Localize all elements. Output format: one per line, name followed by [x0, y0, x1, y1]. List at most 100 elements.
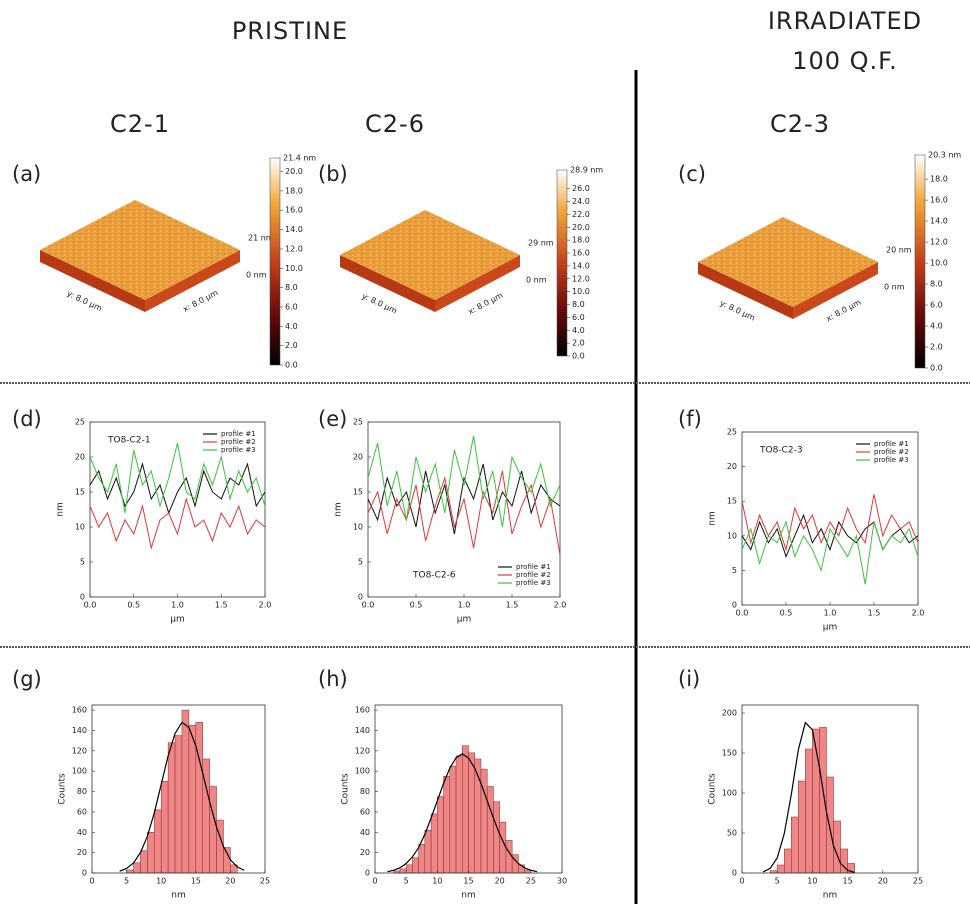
x-tick-label: 5 [124, 877, 129, 886]
plot-frame [91, 704, 266, 874]
legend-label: profile #3 [874, 456, 909, 464]
x-tick-label: 1.5 [506, 601, 519, 610]
colorbar-tick-label: 10.0 [930, 259, 948, 268]
histogram-bar [126, 869, 134, 874]
colorbar-tick-label: 4.0 [285, 322, 298, 331]
x-tick-label: 25 [526, 877, 536, 886]
colorbar-tick-label: 18.0 [930, 175, 948, 184]
legend-label: profile #3 [516, 579, 551, 587]
plot-frame [741, 704, 919, 874]
x-tick-label: 10 [807, 877, 817, 886]
y-axis-label: Counts [341, 773, 351, 805]
surface-side [435, 255, 520, 312]
x-tick-label: 15 [843, 877, 853, 886]
colorbar-tick-label: 16.0 [930, 196, 948, 205]
y-tick-label: 20 [360, 848, 370, 857]
y-tick-label: 20 [75, 453, 85, 462]
height-label: 20 nm [886, 246, 912, 255]
x-tick-label: 0.5 [780, 609, 793, 618]
x-tick-label: 0.0 [84, 601, 97, 610]
axis-label: x: 8.0 µm [467, 291, 505, 317]
y-tick-label: 120 [72, 746, 87, 755]
colorbar-tick-label: 8.0 [572, 300, 585, 309]
x-axis-label: µm [457, 615, 472, 625]
surface-side [145, 250, 240, 312]
height-label: 29 nm [528, 239, 554, 248]
colorbar-tick-label: 14.0 [285, 225, 303, 234]
colorbar-tick-label: 6.0 [930, 301, 943, 310]
legend-label: profile #1 [516, 563, 551, 571]
histogram-bar [133, 862, 141, 874]
histogram-bar [167, 742, 176, 874]
axis-label: y: 8.0 µm [361, 291, 399, 315]
y-axis-label: nm [56, 502, 66, 516]
histogram-bar [399, 868, 407, 874]
x-tick-label: 20 [878, 877, 888, 886]
y-axis-label: nm [334, 502, 344, 516]
histogram-bar [505, 840, 513, 874]
profile-line [89, 462, 266, 515]
histogram-bar [783, 848, 792, 874]
column-title: C2-6 [365, 110, 425, 138]
y-tick-label: 100 [72, 767, 87, 776]
histogram-bar [493, 801, 500, 874]
colorbar-tick-label: 0.0 [930, 364, 943, 373]
panel-label: (d) [12, 407, 42, 431]
panel-label: (i) [678, 667, 700, 691]
x-axis-label: µm [823, 623, 838, 633]
histogram-bar [791, 816, 799, 874]
histogram-bar [776, 864, 785, 874]
x-tick-label: 10 [156, 877, 166, 886]
y-tick-label: 10 [727, 531, 737, 540]
y-tick-label: 25 [353, 418, 363, 427]
histogram-bar [195, 722, 203, 874]
annotation: TO8-C2-1 [107, 436, 151, 446]
profile-line [367, 463, 561, 535]
y-tick-label: 15 [75, 488, 85, 497]
y-tick-label: 25 [75, 418, 85, 427]
y-tick-label: 80 [77, 787, 87, 796]
histogram-bar [486, 786, 494, 874]
x-tick-label: 0.0 [736, 609, 749, 618]
histogram-bar [412, 857, 419, 874]
y-axis-label: Counts [708, 773, 718, 805]
y-tick-label: 0 [80, 593, 85, 602]
y-tick-label: 20 [77, 848, 87, 857]
y-tick-label: 140 [72, 726, 87, 735]
colorbar-tick-label: 8.0 [285, 283, 298, 292]
panel-label: (c) [678, 162, 706, 186]
surface-top [40, 200, 240, 300]
surface-side [340, 255, 435, 312]
x-tick-label: 10 [432, 877, 442, 886]
colorbar-tick-label: 20.0 [572, 223, 590, 232]
height-label: 0 nm [246, 271, 267, 280]
legend-label: profile #1 [874, 440, 909, 448]
x-tick-label: 1.5 [215, 601, 228, 610]
annotation: TO8-C2-6 [412, 571, 456, 581]
y-tick-label: 0 [732, 869, 737, 878]
x-tick-label: 0.0 [362, 601, 375, 610]
y-tick-label: 160 [355, 706, 370, 715]
y-tick-label: 15 [727, 497, 737, 506]
colorbar-tick-label: 8.0 [930, 280, 943, 289]
histogram-bar [449, 765, 457, 874]
x-tick-label: 0 [372, 877, 377, 886]
group-title: PRISTINE [232, 17, 348, 45]
colorbar [914, 154, 926, 369]
legend-label: profile #1 [221, 430, 256, 438]
histogram-bar [798, 780, 806, 874]
profile-line [89, 442, 266, 514]
axis-label: x: 8.0 µm [182, 288, 220, 314]
histogram-bar [805, 748, 813, 874]
panel-label: (e) [318, 407, 347, 431]
x-tick-label: 30 [557, 877, 567, 886]
histogram-bar [499, 821, 507, 874]
colorbar-tick-label: 16.0 [285, 206, 303, 215]
height-label: 0 nm [884, 283, 905, 292]
colorbar-tick-label: 0.0 [572, 352, 585, 361]
y-tick-label: 200 [722, 709, 737, 718]
profile-line [367, 435, 561, 528]
histogram-bar [154, 809, 162, 874]
y-tick-label: 0 [358, 593, 363, 602]
